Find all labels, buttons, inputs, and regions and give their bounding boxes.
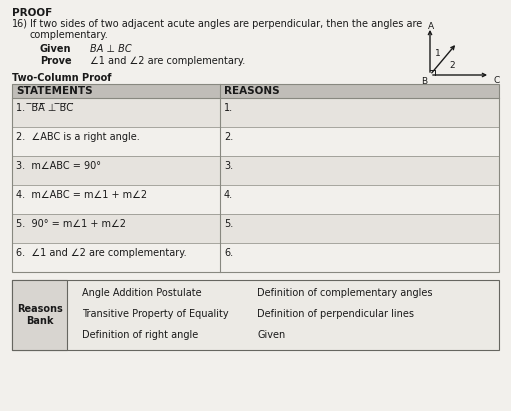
Bar bbox=[12, 98, 499, 127]
Text: 2.  ∠ABC is a right angle.: 2. ∠ABC is a right angle. bbox=[16, 132, 140, 142]
Text: 1.  ̅B̅A̅ ⊥ ̅B̅C̅: 1. ̅B̅A̅ ⊥ ̅B̅C̅ bbox=[16, 103, 73, 113]
Text: If two sides of two adjacent acute angles are perpendicular, then the angles are: If two sides of two adjacent acute angle… bbox=[30, 19, 422, 29]
Text: Given: Given bbox=[40, 44, 72, 54]
Text: complementary.: complementary. bbox=[30, 30, 109, 40]
Text: Transitive Property of Equality: Transitive Property of Equality bbox=[82, 309, 228, 319]
Text: 16): 16) bbox=[12, 19, 28, 29]
Text: BA ⊥ BC: BA ⊥ BC bbox=[90, 44, 132, 54]
Bar bbox=[12, 280, 499, 350]
Bar bbox=[12, 280, 67, 350]
Text: A: A bbox=[428, 22, 434, 31]
Text: 1.: 1. bbox=[224, 103, 233, 113]
Text: 3.: 3. bbox=[224, 161, 233, 171]
Text: Angle Addition Postulate: Angle Addition Postulate bbox=[82, 288, 202, 298]
Text: STATEMENTS: STATEMENTS bbox=[16, 86, 92, 96]
Text: 5.: 5. bbox=[224, 219, 233, 229]
Text: Prove: Prove bbox=[40, 56, 72, 66]
Text: Definition of perpendicular lines: Definition of perpendicular lines bbox=[257, 309, 414, 319]
Text: 2: 2 bbox=[449, 60, 455, 69]
Text: 2.: 2. bbox=[224, 132, 233, 142]
Text: 4.  m∠ABC = m∠1 + m∠2: 4. m∠ABC = m∠1 + m∠2 bbox=[16, 190, 147, 200]
Bar bbox=[12, 127, 499, 156]
Text: Given: Given bbox=[257, 330, 285, 340]
Text: Definition of right angle: Definition of right angle bbox=[82, 330, 198, 340]
Text: PROOF: PROOF bbox=[12, 8, 52, 18]
Text: 3.  m∠ABC = 90°: 3. m∠ABC = 90° bbox=[16, 161, 101, 171]
Text: Reasons
Bank: Reasons Bank bbox=[17, 304, 62, 326]
Text: 1: 1 bbox=[435, 48, 441, 58]
Text: Two-Column Proof: Two-Column Proof bbox=[12, 73, 111, 83]
Text: 6.  ∠1 and ∠2 are complementary.: 6. ∠1 and ∠2 are complementary. bbox=[16, 248, 187, 258]
Bar bbox=[12, 185, 499, 214]
Bar bbox=[12, 214, 499, 243]
Text: C: C bbox=[493, 76, 499, 85]
Text: 5.  90° = m∠1 + m∠2: 5. 90° = m∠1 + m∠2 bbox=[16, 219, 126, 229]
Bar bbox=[12, 84, 499, 98]
Text: 6.: 6. bbox=[224, 248, 233, 258]
Text: ∠1 and ∠2 are complementary.: ∠1 and ∠2 are complementary. bbox=[90, 56, 245, 66]
Text: REASONS: REASONS bbox=[224, 86, 280, 96]
Text: 4.: 4. bbox=[224, 190, 233, 200]
Text: Definition of complementary angles: Definition of complementary angles bbox=[257, 288, 432, 298]
Bar bbox=[12, 156, 499, 185]
Bar bbox=[12, 84, 499, 272]
Bar bbox=[12, 243, 499, 272]
Text: B: B bbox=[421, 77, 427, 86]
